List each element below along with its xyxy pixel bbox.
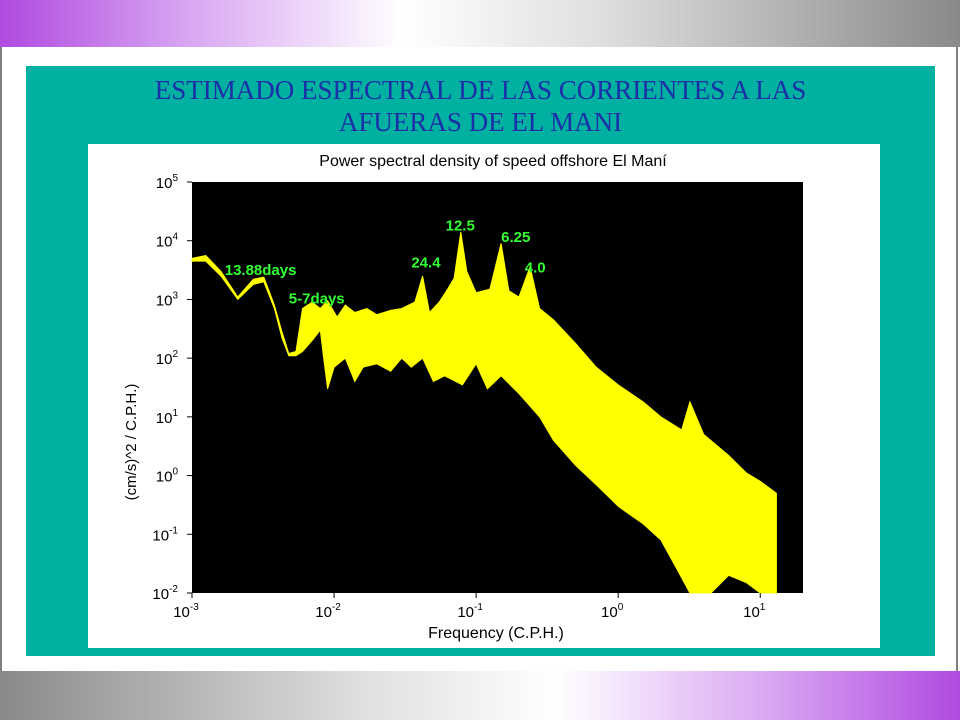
peak-annotations: 13.88days 5-7days 24.4 12.5 6.25 4.0 [225,217,546,307]
slide-frame [0,47,958,671]
x-tick-label: 10-1 [457,602,483,621]
x-tick-label: 100 [601,602,624,621]
peak-annotation: 5-7days [289,291,345,308]
x-tick-label: 10-2 [315,602,341,621]
peak-annotation: 13.88days [225,262,297,279]
slide-title-line-1: ESTIMADO ESPECTRAL DE LAS CORRIENTES A L… [154,75,807,105]
bottom-gradient-bar [0,671,960,720]
peak-annotation: 6.25 [501,229,530,246]
slide-title-line-2: AFUERAS DE EL MANI [338,107,623,137]
slide-title: ESTIMADO ESPECTRAL DE LAS CORRIENTES A L… [26,74,935,138]
top-gradient-bar [0,0,960,47]
y-axis-label: (cm/s)^2 / C.P.H.) [123,384,140,501]
y-tick-label: 104 [156,232,179,251]
y-tick-label: 10-1 [152,525,178,544]
spectrum-chart: Power spectral density of speed offshore… [88,144,880,648]
y-tick-label: 10-2 [152,584,178,603]
chart-svg: Power spectral density of speed offshore… [123,153,803,642]
x-axis-label: Frequency (C.P.H.) [428,625,564,642]
y-tick-label: 100 [156,467,179,486]
y-tick-label: 102 [156,349,179,368]
y-tick-label: 105 [156,173,179,192]
x-tick-label: 101 [743,602,766,621]
x-tick-label: 10-3 [173,602,199,621]
x-axis-ticks: 10-3 10-2 10-1 100 101 [173,593,766,621]
chart-title: Power spectral density of speed offshore… [319,153,667,170]
spectrum-series [191,232,777,594]
y-tick-label: 101 [156,408,179,427]
y-tick-label: 103 [156,290,179,309]
y-axis-ticks: 105 104 103 102 101 100 10-1 10-2 [152,173,192,603]
peak-annotation: 24.4 [411,254,441,271]
peak-annotation: 12.5 [446,217,475,234]
peak-annotation: 4.0 [525,259,546,276]
